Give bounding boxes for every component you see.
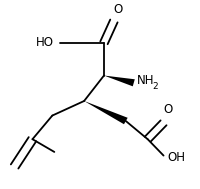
Polygon shape xyxy=(104,76,135,86)
Text: HO: HO xyxy=(36,36,54,49)
Text: NH: NH xyxy=(137,74,154,88)
Text: OH: OH xyxy=(168,151,186,164)
Text: O: O xyxy=(113,2,122,15)
Text: 2: 2 xyxy=(152,82,157,91)
Text: O: O xyxy=(163,103,172,115)
Polygon shape xyxy=(84,101,128,124)
